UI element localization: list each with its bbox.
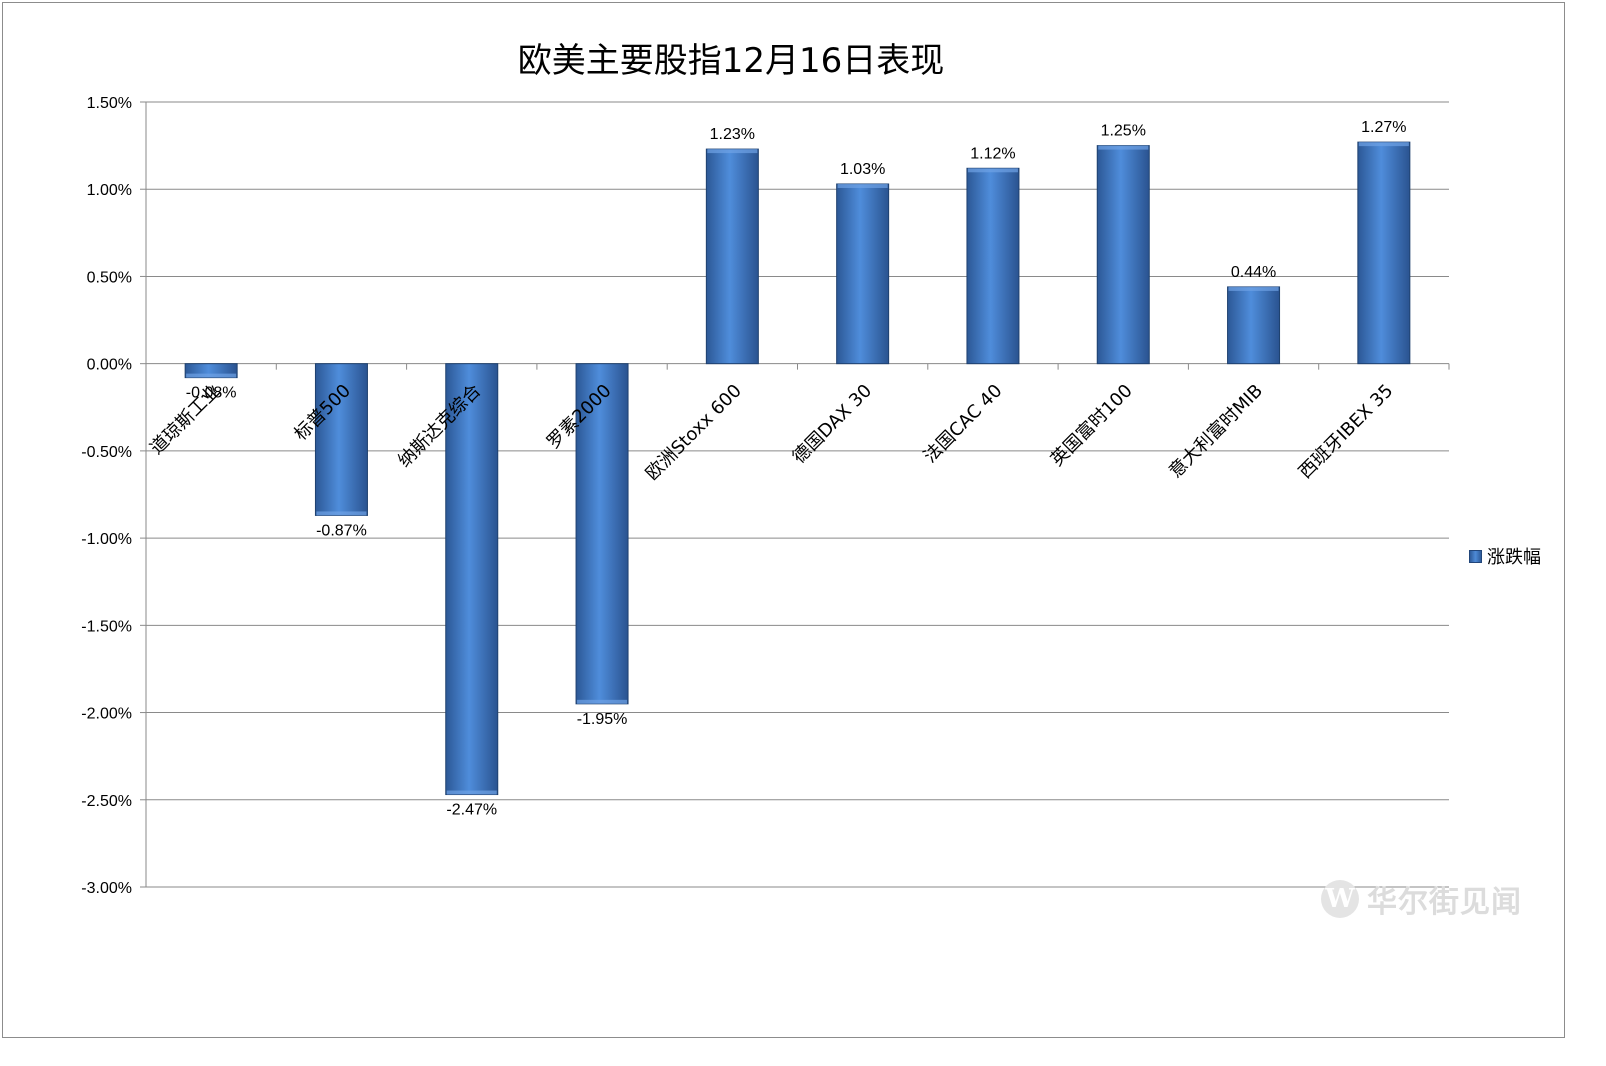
- bars: [184, 141, 1411, 796]
- y-tick-label: 0.50%: [87, 269, 132, 286]
- bar: [836, 183, 890, 365]
- watermark-text: 华尔街见闻: [1367, 885, 1522, 920]
- plot-area: 1.50% 1.00% 0.50% 0.00% -0.50% -1.00% -1.50% -2…: [81, 95, 1450, 897]
- chart-title: 欧美主要股指12月16日表现: [517, 41, 945, 81]
- y-tick-label: -1.50%: [81, 618, 132, 635]
- category-label: 法国CAC 40: [920, 380, 1007, 467]
- bar: [966, 167, 1020, 365]
- data-label: -0.08%: [186, 385, 237, 402]
- data-labels: -0.08% -0.87% -2.47% -1.95% 1.23% 1.03% 1.12% 1…: [186, 119, 1407, 818]
- data-label: -0.87%: [316, 522, 367, 539]
- data-label: 1.27%: [1361, 119, 1406, 136]
- watermark-logo-icon: W: [1321, 880, 1359, 918]
- category-label: 英国富时100: [1047, 380, 1137, 470]
- bar-bevel: [186, 373, 237, 378]
- legend-swatch: [1469, 549, 1482, 563]
- data-label: 1.12%: [970, 145, 1015, 162]
- bar-bevel: [577, 699, 628, 704]
- bar-bevel: [837, 183, 888, 188]
- bar-bevel: [1098, 145, 1149, 150]
- y-tick-label: -3.00%: [81, 880, 132, 897]
- y-tick-label: -0.50%: [81, 444, 132, 461]
- category-label: 欧洲Stoxx 600: [642, 380, 746, 484]
- bar-bevel: [446, 790, 497, 795]
- bar: [575, 363, 629, 705]
- data-label: 1.23%: [710, 126, 755, 143]
- data-label: -2.47%: [446, 802, 497, 819]
- bar: [1096, 145, 1150, 365]
- legend-label: 涨跌幅: [1487, 547, 1541, 568]
- bar-bevel: [967, 168, 1018, 173]
- axes: 1.50% 1.00% 0.50% 0.00% -0.50% -1.00% -1.50% -2…: [81, 95, 1450, 897]
- data-label: 1.25%: [1101, 123, 1146, 140]
- y-tick-label: 1.50%: [87, 95, 132, 112]
- bar-bevel: [1228, 286, 1279, 291]
- legend: 涨跌幅: [1469, 543, 1541, 569]
- gridlines: [146, 101, 1449, 888]
- category-label: 德国DAX 30: [789, 380, 877, 468]
- y-tick-label: -1.00%: [81, 531, 132, 548]
- bar-bevel: [707, 149, 758, 154]
- watermark: W 华尔街见闻: [1321, 877, 1522, 921]
- y-tick-label: 0.00%: [87, 357, 132, 374]
- bar: [1357, 141, 1411, 365]
- category-label: 意大利富时MIB: [1165, 380, 1267, 482]
- bar-bevel: [316, 511, 367, 516]
- y-tick-label: 1.00%: [87, 182, 132, 199]
- data-label: 1.03%: [840, 161, 885, 178]
- bar: [314, 363, 368, 516]
- bar-bevel: [1358, 142, 1409, 147]
- chart-frame: 欧美主要股指12月16日表现 1.50% 1.00% 0.50% 0.00% -0.50…: [2, 2, 1565, 1038]
- category-label: 西班牙IBEX 35: [1295, 380, 1398, 483]
- y-tick-label: -2.50%: [81, 793, 132, 810]
- data-label: 0.44%: [1231, 264, 1276, 281]
- data-label: -1.95%: [577, 711, 628, 728]
- bar: [705, 148, 759, 365]
- bar: [1227, 286, 1281, 365]
- y-tick-label: -2.00%: [81, 706, 132, 723]
- bar: [445, 363, 499, 796]
